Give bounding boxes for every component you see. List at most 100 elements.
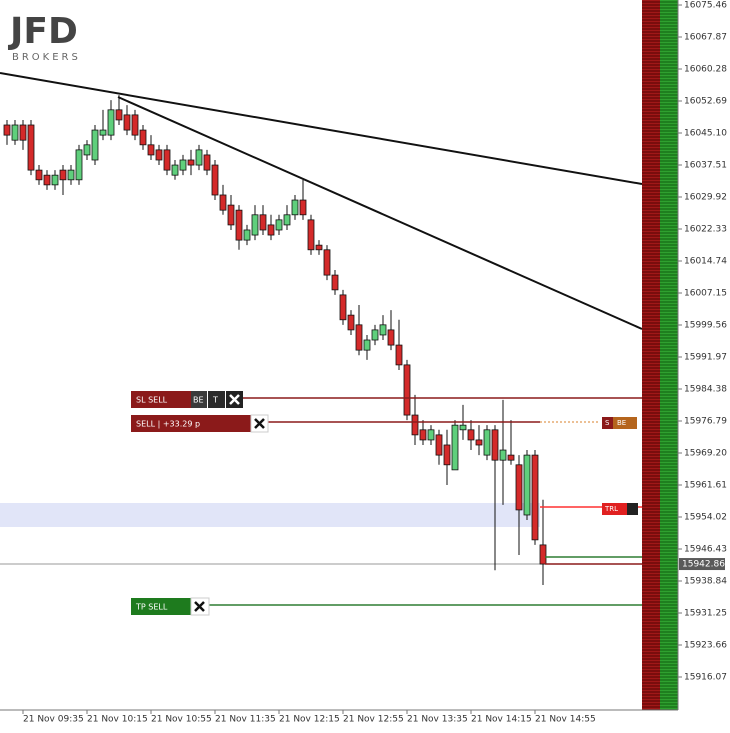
trailing-tag[interactable]: TRL xyxy=(604,505,618,513)
position-tag[interactable]: SELL | +33.29 p xyxy=(136,420,200,429)
candle-body xyxy=(35,169,43,181)
candle-body xyxy=(3,124,11,136)
y-tick-label: 15931.25 xyxy=(684,608,727,618)
close-icon xyxy=(254,418,265,429)
candle-body xyxy=(347,314,355,331)
candle-body xyxy=(155,149,163,161)
candle-body xyxy=(387,329,395,346)
candle-body xyxy=(227,204,235,226)
logo-subtitle: BROKERS xyxy=(12,52,81,63)
candle-body xyxy=(107,109,115,136)
candle-body xyxy=(395,344,403,366)
tag-box[interactable] xyxy=(602,417,613,429)
order-tags: SL SELL BE T SELL | +33.29 p TP SELL S B… xyxy=(131,391,638,616)
y-tick-label: 16060.28 xyxy=(684,65,727,75)
trend-line xyxy=(117,96,643,330)
axes: 15916.07 15923.66 15931.25 15938.84 15946.43… xyxy=(22,1,727,725)
position-be-tag[interactable]: BE xyxy=(617,419,626,427)
side-bar-buy xyxy=(660,0,678,710)
candle-body xyxy=(91,129,99,161)
x-tick-label: 21 Nov 11:35 xyxy=(215,715,276,725)
tag-box[interactable] xyxy=(208,391,225,408)
candle-body xyxy=(539,544,547,565)
candle-body xyxy=(171,164,179,176)
candle-body xyxy=(523,454,531,516)
candle-body xyxy=(219,194,227,211)
candle-body xyxy=(315,244,323,251)
candle-body xyxy=(331,274,339,291)
candle-body xyxy=(51,174,59,186)
candle-body xyxy=(75,149,83,181)
candle-body xyxy=(275,219,283,231)
candle-body xyxy=(259,214,267,231)
candle-body xyxy=(299,199,307,216)
y-tick-label: 15946.43 xyxy=(684,544,727,554)
y-tick-label: 15916.07 xyxy=(684,672,727,682)
candle-body xyxy=(11,124,19,141)
close-icon xyxy=(229,394,240,405)
candle-body xyxy=(499,449,507,461)
candle-body xyxy=(147,144,155,156)
candle-body xyxy=(515,464,523,511)
x-tick-label: 21 Nov 12:15 xyxy=(279,715,340,725)
stop-loss-tag[interactable]: SL SELL xyxy=(136,396,168,405)
candle-body xyxy=(531,454,539,541)
x-tick-label: 21 Nov 09:35 xyxy=(23,715,84,725)
candle-body xyxy=(307,219,315,251)
candle-body xyxy=(203,154,211,171)
current-price-label: 15942.86 xyxy=(682,560,725,570)
candle-body xyxy=(179,159,187,171)
candle-body xyxy=(483,429,491,456)
y-tick-label: 15991.97 xyxy=(684,353,727,363)
side-bar-sell xyxy=(642,0,660,710)
y-tick-label: 15938.84 xyxy=(684,576,727,586)
candle-body xyxy=(379,324,387,336)
tag-box[interactable] xyxy=(191,391,207,408)
candle-body xyxy=(83,144,91,156)
candle-body xyxy=(67,169,75,181)
x-tick-label: 21 Nov 14:15 xyxy=(471,715,532,725)
y-tick-label: 15999.56 xyxy=(684,321,727,331)
position-side-tag[interactable]: S xyxy=(605,419,610,427)
logo: JFD BROKERS xyxy=(7,11,81,63)
candle-body xyxy=(195,149,203,166)
candle-body xyxy=(43,174,51,186)
candle-body xyxy=(163,149,171,171)
x-tick-label: 21 Nov 12:55 xyxy=(343,715,404,725)
candle-body xyxy=(363,339,371,351)
candle-body xyxy=(507,454,515,461)
candle-body xyxy=(19,124,27,141)
tag-box[interactable] xyxy=(627,503,638,515)
candle-body xyxy=(187,159,195,166)
candle-body xyxy=(371,329,379,341)
y-tick-label: 16075.46 xyxy=(684,1,727,11)
tag-box[interactable] xyxy=(131,391,191,408)
y-tick-label: 15961.61 xyxy=(684,480,727,490)
y-tick-label: 16045.10 xyxy=(684,129,727,139)
candle-body xyxy=(283,214,291,226)
trend-line xyxy=(0,72,643,185)
x-tick-label: 21 Nov 10:15 xyxy=(87,715,148,725)
candles xyxy=(0,95,642,585)
tag-box[interactable] xyxy=(131,598,191,615)
break-even-button[interactable]: BE xyxy=(193,396,204,405)
y-tick-label: 16014.74 xyxy=(684,257,727,267)
tag-box[interactable] xyxy=(131,415,251,432)
candle-body xyxy=(243,229,251,241)
y-tick-label: 16007.15 xyxy=(684,289,727,299)
candle-body xyxy=(123,114,131,131)
candle-body xyxy=(251,214,259,236)
candle-body xyxy=(435,434,443,456)
tag-box[interactable] xyxy=(602,503,627,515)
logo-name: JFD xyxy=(7,11,78,52)
candle-body xyxy=(459,424,467,431)
candle-body xyxy=(443,444,451,466)
take-profit-tag[interactable]: TP SELL xyxy=(135,603,168,612)
trail-button[interactable]: T xyxy=(212,396,218,405)
y-tick-label: 16052.69 xyxy=(684,97,727,107)
candle-body xyxy=(27,124,35,171)
candle-body xyxy=(491,429,499,461)
tag-box[interactable] xyxy=(613,417,637,429)
